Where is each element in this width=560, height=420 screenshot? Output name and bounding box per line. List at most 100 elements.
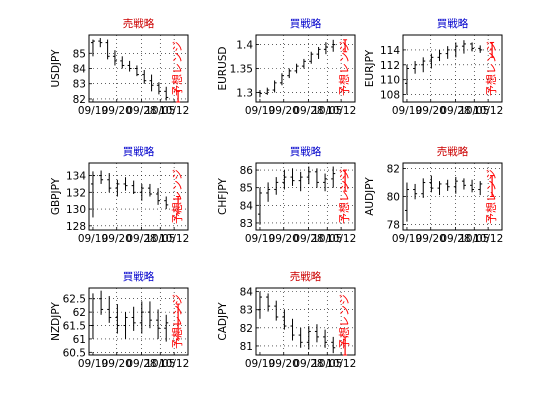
y-tick-label: 1.3 [236,87,253,99]
forecast-range-label: 予想レンジ [484,41,498,96]
x-tick-label: 09/20 [416,105,446,117]
x-tick-label: 10/05 [312,105,342,117]
y-tick-label: 84 [73,64,87,76]
y-tick-label: 114 [380,45,400,57]
y-tick-label: 61.5 [63,321,86,333]
y-axis-label: EURUSD [217,46,229,90]
y-tick-label: 112 [380,60,400,72]
x-tick-label: 09/20 [269,358,299,370]
chart-title: 買戦略 [437,17,469,30]
chart-title: 買戦略 [290,145,322,158]
chart-title: 売戦略 [290,270,322,283]
x-tick-label: 10/12 [326,233,356,245]
y-tick-label: 82 [240,323,253,335]
x-tick-label: 10/05 [312,358,342,370]
chart-title: 買戦略 [123,270,155,283]
y-tick-label: 128 [66,221,86,233]
y-tick-label: 83 [240,218,253,230]
y-axis-label: GBPJPY [50,177,62,215]
y-tick-label: 85 [73,48,86,60]
y-tick-label: 85 [240,183,253,195]
plot-frame [88,162,189,231]
y-axis-label: AUDJPY [364,177,376,216]
y-tick-label: 62.5 [63,294,86,306]
x-tick-label: 09/19 [78,358,108,370]
x-tick-label: 10/05 [312,233,342,245]
x-tick-label: 09/28 [293,358,323,370]
forecast-range-label: 予想レンジ [484,169,498,224]
y-tick-label: 80 [387,192,400,204]
x-tick-label: 09/20 [416,233,446,245]
y-tick-label: 108 [380,90,400,102]
x-tick-label: 10/05 [145,105,175,117]
y-axis-label: EURJPY [364,49,376,87]
x-tick-label: 09/20 [102,358,132,370]
plot-frame [402,34,503,103]
x-tick-label: 10/05 [459,233,489,245]
forecast-range-label: 予想レンジ [170,41,184,96]
x-tick-label: 09/28 [440,233,470,245]
plot-frame [255,162,356,231]
x-tick-label: 09/28 [126,105,156,117]
chart-title: 買戦略 [290,17,322,30]
forecast-range-label: 予想レンジ [337,294,351,349]
x-tick-label: 10/12 [326,358,356,370]
y-tick-label: 84 [240,287,254,299]
x-tick-label: 09/19 [245,105,275,117]
chart-title: 売戦略 [123,17,155,30]
x-tick-label: 09/20 [269,105,299,117]
y-tick-label: 134 [66,171,86,183]
x-tick-label: 09/19 [392,105,422,117]
x-tick-label: 09/20 [102,233,132,245]
y-tick-label: 81 [240,341,253,353]
y-axis-label: NZDJPY [50,302,62,341]
y-axis-label: CADJPY [217,302,229,341]
y-tick-label: 110 [380,75,400,87]
y-tick-label: 82 [387,164,400,176]
x-tick-label: 10/12 [159,358,189,370]
plot-frame [88,287,189,356]
forecast-range-label: 予想レンジ [337,169,351,224]
x-tick-label: 09/28 [126,233,156,245]
forecast-range-label: 予想レンジ [337,41,351,96]
x-tick-label: 10/12 [473,233,503,245]
x-tick-label: 10/12 [159,233,189,245]
y-tick-label: 1.35 [230,64,253,76]
x-tick-label: 10/12 [326,105,356,117]
x-tick-label: 09/19 [245,358,275,370]
plot-frame [255,287,356,356]
x-tick-label: 10/05 [145,233,175,245]
x-tick-label: 09/28 [293,233,323,245]
x-tick-label: 09/28 [440,105,470,117]
x-tick-label: 09/19 [78,105,108,117]
y-tick-label: 82 [73,94,86,106]
chart-title: 買戦略 [123,145,155,158]
y-tick-label: 130 [66,204,86,216]
y-tick-label: 61 [73,334,86,346]
x-tick-label: 10/05 [459,105,489,117]
y-tick-label: 1.4 [236,40,253,52]
chart-title: 売戦略 [437,145,469,158]
y-tick-label: 84 [240,200,254,212]
y-axis-label: CHFJPY [217,177,229,214]
y-tick-label: 132 [66,187,86,199]
forecast-range-label: 予想レンジ [170,169,184,224]
y-tick-label: 86 [240,165,254,177]
x-tick-label: 09/19 [392,233,422,245]
x-tick-label: 09/20 [102,105,132,117]
x-tick-label: 09/19 [78,233,108,245]
x-tick-label: 10/12 [159,105,189,117]
y-tick-label: 83 [240,305,253,317]
x-tick-label: 09/28 [293,105,323,117]
forecast-range-label: 予想レンジ [170,294,184,349]
y-tick-label: 78 [387,219,400,231]
y-axis-label: USDJPY [50,49,62,88]
y-tick-label: 60.5 [63,347,86,359]
